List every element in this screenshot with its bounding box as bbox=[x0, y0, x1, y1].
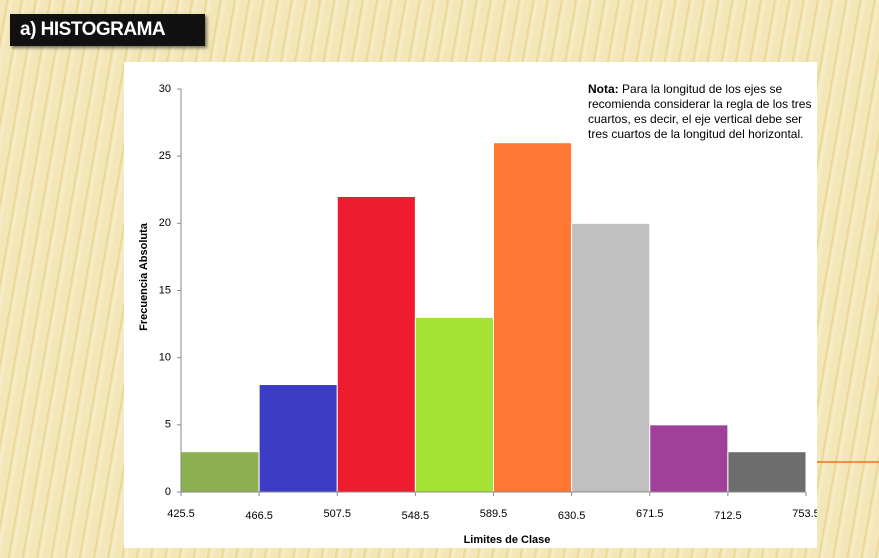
x-tick-label: 425.5 bbox=[167, 508, 195, 520]
bar bbox=[571, 222, 651, 493]
y-tick-label: 0 bbox=[165, 486, 171, 498]
bar bbox=[336, 195, 416, 493]
bar bbox=[493, 142, 573, 493]
y-tick-label: 25 bbox=[159, 150, 171, 162]
slide-title: a) HISTOGRAMA bbox=[10, 14, 205, 46]
y-tick-label: 5 bbox=[165, 419, 171, 431]
x-tick-label: 548.5 bbox=[402, 510, 430, 522]
x-axis-label: Limites de Clase bbox=[464, 534, 551, 546]
bar bbox=[258, 384, 338, 493]
x-tick-label: 753.5 bbox=[792, 508, 817, 520]
note-label: Nota: bbox=[588, 82, 619, 96]
x-tick-label: 589.5 bbox=[480, 508, 508, 520]
x-tick-label: 671.5 bbox=[636, 508, 664, 520]
bar bbox=[180, 451, 260, 493]
x-tick-label: 712.5 bbox=[714, 510, 742, 522]
note-text: Para la longitud de los ejes se recomien… bbox=[588, 82, 812, 141]
x-tick-label: 507.5 bbox=[323, 508, 351, 520]
x-tick-label: 630.5 bbox=[558, 510, 586, 522]
chart: Limites de Clase Frecuencia Absoluta 0 5 1… bbox=[124, 62, 817, 548]
x-tick-label: 466.5 bbox=[245, 510, 273, 522]
note: Nota: Para la longitud de los ejes se re… bbox=[588, 82, 816, 142]
bar bbox=[727, 451, 807, 493]
bar bbox=[414, 316, 494, 493]
y-tick-label: 20 bbox=[159, 217, 171, 229]
y-tick-label: 30 bbox=[159, 83, 171, 95]
bar bbox=[649, 424, 729, 493]
y-axis-label: Frecuencia Absoluta bbox=[138, 222, 150, 331]
y-tick-label: 15 bbox=[159, 284, 171, 296]
y-tick-label: 10 bbox=[159, 352, 171, 364]
